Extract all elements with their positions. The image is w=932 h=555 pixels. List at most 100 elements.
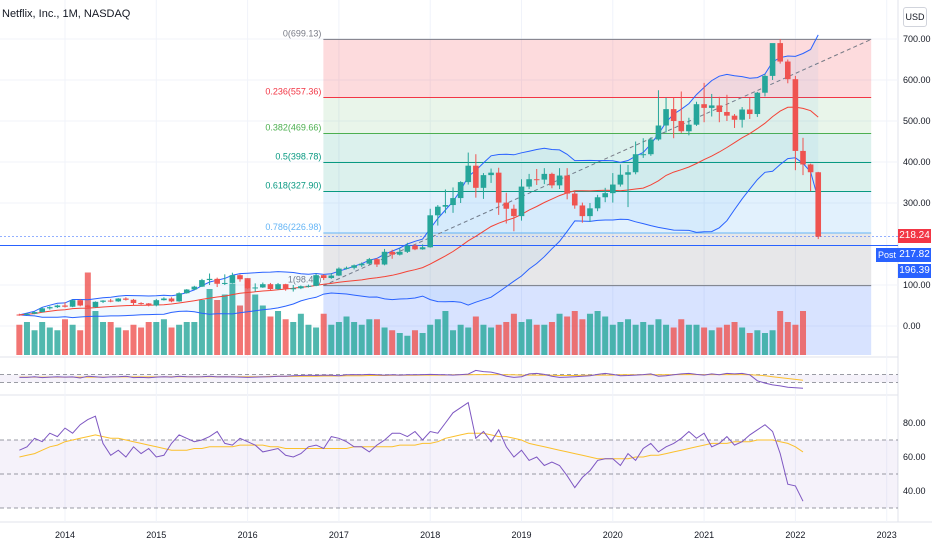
candle (495, 167, 502, 215)
candle-body (214, 278, 220, 284)
candle-body (336, 268, 342, 276)
candle (320, 274, 327, 281)
candle (153, 298, 160, 307)
candle (686, 117, 692, 136)
volume-bar (777, 311, 784, 355)
volume-bar (92, 311, 99, 355)
volume-bar (229, 283, 236, 355)
candle-body (503, 202, 510, 209)
candle-body (465, 165, 472, 183)
candle-body (282, 284, 289, 289)
price-axis-label: 400.00 (903, 157, 931, 167)
candle-body (587, 208, 593, 217)
bollinger-fill (19, 34, 819, 318)
candle (336, 267, 342, 276)
candle (777, 39, 783, 64)
candle (716, 96, 723, 123)
candle (754, 91, 761, 117)
fib-level-label: 1(98.44) (288, 275, 322, 285)
oscillator-line (19, 369, 804, 389)
candle (374, 257, 380, 267)
volume-bar (761, 333, 768, 355)
candle (115, 298, 122, 302)
price-axis-label: 300.00 (903, 198, 931, 208)
volume-bar (84, 272, 91, 355)
candle-body (267, 284, 274, 290)
volume-bar (145, 322, 152, 355)
volume-bar (328, 324, 335, 355)
price-tag-last: 218.24 (898, 229, 931, 243)
volume-bar (693, 324, 700, 355)
candle (138, 302, 144, 305)
candle-body (792, 79, 799, 151)
price-axis-label: 500.00 (903, 116, 931, 126)
volume-bar (495, 324, 502, 355)
candle-body (16, 314, 23, 316)
candle-body (450, 198, 456, 206)
candle-body (85, 305, 91, 308)
symbol-title: Netflix, Inc., 1M, NASDAQ (2, 8, 131, 20)
candle (46, 306, 53, 310)
candle-body (161, 298, 167, 301)
candle-body (123, 298, 129, 300)
candle (290, 285, 297, 292)
candle-body (495, 172, 502, 203)
volume-bar (541, 324, 548, 355)
candle (168, 297, 175, 303)
candle (784, 59, 791, 84)
volume-bar (754, 330, 761, 355)
volume-bar (198, 300, 205, 355)
volume-bar (107, 322, 114, 355)
candle-body (670, 109, 677, 121)
volume-bar (503, 322, 510, 355)
volume-bar (625, 319, 632, 355)
candle (282, 283, 289, 291)
currency-button[interactable]: USD (903, 7, 927, 27)
candle-body (328, 275, 335, 279)
price-tag-post: 217.82 (898, 248, 931, 262)
candle-body (678, 121, 685, 132)
candle-body (419, 247, 426, 250)
volume-bar (313, 327, 320, 355)
candle (343, 266, 350, 270)
candle (237, 274, 243, 282)
time-axis-label: 2019 (511, 530, 531, 540)
volume-bar (381, 327, 388, 355)
oscillator-band-fill (0, 374, 898, 383)
volume-bar (411, 330, 418, 355)
candle-body (396, 251, 403, 255)
candle-body (427, 215, 433, 248)
candle-body (77, 300, 84, 306)
candle-body (457, 182, 464, 199)
time-axis-label: 2015 (146, 530, 166, 540)
volume-bar (130, 324, 137, 355)
candle (396, 248, 403, 256)
volume-bar (305, 324, 312, 355)
candle-body (404, 245, 411, 252)
candle (670, 97, 677, 139)
fib-zone (323, 162, 872, 192)
candle (62, 302, 68, 308)
time-axis-label: 2017 (329, 530, 349, 540)
candle (100, 300, 106, 304)
bollinger-lower (19, 157, 819, 319)
fib-level-label: 0.786(226.98) (265, 222, 321, 232)
candle (229, 272, 236, 284)
volume-bar (609, 324, 616, 355)
candle-body (54, 305, 61, 308)
candle (427, 208, 433, 248)
candle-body (807, 164, 814, 173)
candle (800, 137, 806, 176)
candle (183, 289, 190, 294)
candle-body (298, 286, 304, 289)
volume-bar (632, 324, 639, 355)
candle-body (724, 111, 730, 116)
volume-bar (206, 289, 213, 355)
volume-bar (389, 330, 396, 355)
candle-body (305, 285, 312, 287)
volume-bar (244, 278, 251, 355)
fib-level-label: 0.5(398.78) (275, 152, 321, 162)
candle (123, 297, 129, 301)
price-axis-label: 0.00 (903, 321, 921, 331)
